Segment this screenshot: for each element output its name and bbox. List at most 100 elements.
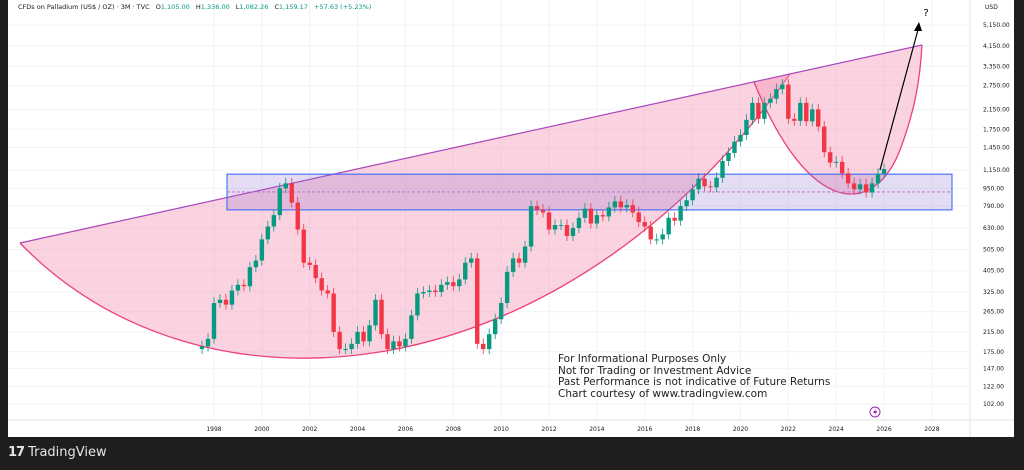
candle-body bbox=[229, 290, 235, 305]
candle bbox=[762, 97, 767, 124]
candle bbox=[421, 286, 426, 299]
candle bbox=[672, 212, 677, 226]
candle bbox=[702, 173, 707, 192]
candle bbox=[307, 257, 312, 270]
disclaimer-line: Not for Trading or Investment Advice bbox=[558, 364, 752, 377]
candle-body bbox=[343, 349, 348, 351]
x-tick-label: 2020 bbox=[733, 426, 748, 433]
candle bbox=[451, 276, 456, 292]
x-tick-label: 2022 bbox=[781, 426, 796, 433]
chart-area[interactable]: USD 5,150.00 4,150.00 3,350.00 2,750.00 2,150… bbox=[8, 0, 1014, 437]
candle bbox=[457, 273, 462, 292]
candle-body bbox=[798, 102, 803, 121]
tradingview-brand[interactable]: 𝟭7 TradingView bbox=[8, 445, 107, 460]
candle-body bbox=[391, 341, 396, 350]
y-tick-label: 4,150.00 bbox=[983, 43, 1010, 50]
candle-body bbox=[367, 325, 372, 342]
candle-body bbox=[463, 262, 468, 280]
candle bbox=[798, 97, 803, 126]
candle bbox=[433, 284, 438, 297]
candle bbox=[271, 209, 277, 232]
candle bbox=[660, 228, 665, 245]
disclaimer: For Informational Purposes Only Not for … bbox=[558, 353, 830, 400]
candle bbox=[618, 195, 624, 213]
candle-body bbox=[319, 278, 324, 291]
candle bbox=[839, 156, 845, 179]
cup-curve bbox=[19, 73, 791, 359]
candle bbox=[594, 209, 600, 229]
candle bbox=[379, 294, 384, 340]
x-tick-label: 1998 bbox=[206, 426, 221, 433]
candle bbox=[576, 212, 582, 233]
candle bbox=[558, 219, 564, 230]
candle-body bbox=[355, 331, 360, 344]
candle-body bbox=[744, 119, 749, 135]
candle-body bbox=[199, 346, 205, 350]
disclaimer-line: For Informational Purposes Only bbox=[558, 353, 727, 365]
candle-body bbox=[708, 186, 713, 188]
candle-body bbox=[690, 189, 695, 201]
candle-body bbox=[660, 234, 665, 240]
candle bbox=[486, 328, 492, 355]
candle bbox=[463, 257, 468, 285]
candle-body bbox=[385, 334, 390, 350]
candle bbox=[600, 209, 606, 222]
currency-label: USD bbox=[985, 4, 998, 11]
candle-body bbox=[600, 215, 606, 217]
close-value: 1,159.17 bbox=[279, 3, 308, 11]
candle bbox=[217, 294, 223, 308]
x-tick-label: 2018 bbox=[685, 426, 700, 433]
candle-body bbox=[409, 315, 414, 339]
candle bbox=[439, 279, 444, 297]
candle-body bbox=[833, 161, 839, 163]
y-tick-label: 175.00 bbox=[983, 349, 1004, 356]
y-tick-label: 122.00 bbox=[983, 384, 1004, 391]
candle-body bbox=[714, 177, 719, 188]
candle bbox=[540, 204, 546, 218]
candle bbox=[666, 212, 671, 240]
x-tick-label: 2012 bbox=[541, 426, 556, 433]
resistance-trendline bbox=[19, 44, 923, 244]
candle bbox=[301, 223, 306, 268]
lightning-event-icon[interactable] bbox=[869, 406, 881, 418]
cup-fill bbox=[20, 73, 790, 359]
handle-fill bbox=[754, 45, 922, 194]
x-tick-label: 2028 bbox=[924, 426, 939, 433]
candle-body bbox=[433, 290, 438, 292]
candle bbox=[786, 78, 791, 124]
candle bbox=[732, 136, 737, 158]
price-chart[interactable]: USD 5,150.00 4,150.00 3,350.00 2,750.00 2,150… bbox=[8, 0, 1014, 437]
candle bbox=[241, 279, 247, 292]
candle bbox=[792, 113, 797, 126]
x-tick-label: 2010 bbox=[494, 426, 509, 433]
candle-body bbox=[786, 84, 791, 119]
candle-body bbox=[307, 262, 312, 265]
tradingview-logo-icon: 𝟭7 bbox=[8, 445, 25, 460]
candle-body bbox=[845, 173, 851, 184]
x-tick-label: 2024 bbox=[829, 426, 844, 433]
candle bbox=[714, 172, 719, 193]
x-tick-label: 2000 bbox=[254, 426, 269, 433]
candle bbox=[636, 206, 641, 228]
candle bbox=[510, 252, 516, 277]
candle-body bbox=[780, 84, 785, 90]
candle-body bbox=[558, 225, 564, 227]
candle-body bbox=[277, 188, 283, 216]
candle bbox=[319, 272, 324, 296]
candle-body bbox=[540, 209, 546, 213]
candle-body bbox=[654, 239, 659, 241]
candle bbox=[630, 199, 635, 218]
candle-body bbox=[223, 299, 229, 305]
y-tick-label: 3,350.00 bbox=[983, 64, 1010, 71]
y-tick-label: 1,450.00 bbox=[983, 144, 1010, 151]
lightning-glyph bbox=[873, 408, 878, 416]
y-tick-label: 102.00 bbox=[983, 401, 1004, 408]
y-tick-label: 1,150.00 bbox=[983, 167, 1010, 174]
x-tick-label: 2002 bbox=[302, 426, 317, 433]
candle-body bbox=[570, 228, 576, 237]
candle-body bbox=[349, 343, 354, 350]
candle-body bbox=[546, 212, 552, 230]
candle-body bbox=[445, 282, 450, 285]
candle bbox=[564, 219, 570, 241]
candle-body bbox=[283, 183, 288, 189]
